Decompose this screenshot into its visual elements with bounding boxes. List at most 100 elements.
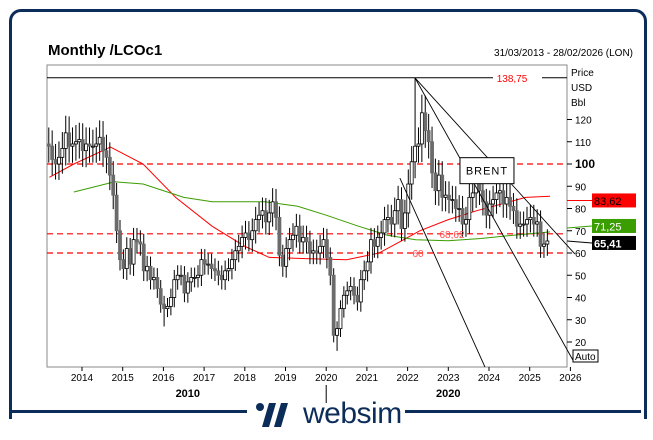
candle-up bbox=[525, 219, 529, 225]
candle-up bbox=[145, 265, 150, 272]
candle-down bbox=[114, 194, 119, 232]
candle-down bbox=[135, 239, 139, 243]
candle-up bbox=[63, 132, 68, 149]
y-tick-label: 50 bbox=[575, 271, 587, 282]
candle-down bbox=[202, 259, 207, 265]
candle-up bbox=[131, 239, 136, 265]
candle-up bbox=[196, 274, 200, 278]
last-price-value-box bbox=[592, 235, 636, 250]
candle-down bbox=[447, 194, 451, 200]
x-tick-label: 2025 bbox=[519, 373, 542, 384]
candle-down bbox=[433, 172, 438, 192]
candle-up bbox=[206, 263, 211, 266]
candle-up bbox=[545, 240, 550, 245]
green-ma-value-leader bbox=[566, 225, 593, 229]
candle-up bbox=[375, 237, 380, 247]
candle-down bbox=[430, 141, 434, 174]
candle-up bbox=[189, 277, 194, 283]
candle-down bbox=[314, 250, 319, 254]
candle-up bbox=[436, 174, 441, 192]
green-ma-value-box bbox=[592, 218, 636, 233]
candle-down bbox=[308, 241, 312, 254]
candle-up bbox=[396, 199, 401, 212]
candle-down bbox=[372, 239, 377, 247]
candle-down bbox=[182, 274, 187, 294]
candle-down bbox=[460, 208, 465, 225]
candle-up bbox=[226, 268, 231, 272]
candle-down bbox=[121, 259, 126, 269]
candle-down bbox=[162, 303, 166, 310]
decade-label: 2010 bbox=[176, 388, 200, 400]
candle-down bbox=[138, 241, 143, 245]
scale-mode-label: Auto bbox=[575, 352, 596, 363]
x-tick-label: 2014 bbox=[71, 373, 94, 384]
candle-up bbox=[165, 305, 170, 310]
candle-down bbox=[440, 174, 445, 198]
candle-down bbox=[246, 232, 251, 241]
scale-mode-button bbox=[572, 349, 599, 363]
candle-up bbox=[528, 216, 533, 221]
candle-up bbox=[467, 196, 472, 221]
candle-down bbox=[46, 143, 51, 147]
green-ma-value: 71,25 bbox=[594, 221, 622, 233]
candle-down bbox=[331, 274, 336, 336]
candle-up bbox=[457, 208, 462, 210]
candle-up bbox=[57, 156, 61, 165]
trendline bbox=[399, 177, 486, 368]
red-ma-value: 83,62 bbox=[594, 196, 622, 208]
red-ma-value-box bbox=[592, 193, 636, 208]
candle-up bbox=[77, 139, 82, 143]
candle-down bbox=[304, 237, 309, 243]
candle-up bbox=[321, 239, 326, 247]
x-tick-label: 2015 bbox=[112, 373, 135, 384]
y-tick-label: 100 bbox=[575, 157, 595, 171]
annotation-label: BRENT bbox=[466, 166, 508, 178]
candle-up bbox=[338, 308, 343, 330]
candle-down bbox=[501, 190, 506, 205]
unit-label: Price bbox=[571, 68, 594, 79]
frame-line-right bbox=[405, 410, 641, 413]
candle-down bbox=[104, 150, 109, 158]
y-tick-label: 90 bbox=[575, 182, 587, 193]
candle-up bbox=[74, 141, 78, 145]
candle-up bbox=[443, 194, 448, 198]
candle-up bbox=[70, 143, 75, 147]
candle-up bbox=[358, 279, 363, 303]
candle-up bbox=[192, 277, 197, 279]
candle-up bbox=[318, 245, 323, 254]
candle-up bbox=[413, 145, 417, 163]
x-tick-label: 2026 bbox=[559, 373, 582, 384]
frame-line-left bbox=[9, 410, 247, 413]
candle-down bbox=[328, 257, 333, 276]
candle-down bbox=[263, 210, 268, 223]
candle-up bbox=[291, 234, 295, 241]
candle-up bbox=[260, 210, 265, 216]
unit-label: Bbl bbox=[571, 98, 585, 109]
candle-down bbox=[274, 201, 278, 218]
websim-wordmark: websim bbox=[303, 397, 402, 430]
candle-up bbox=[230, 259, 234, 269]
x-tick-label: 2024 bbox=[478, 373, 501, 384]
candle-down bbox=[511, 205, 516, 212]
candle-down bbox=[111, 174, 116, 196]
candle-up bbox=[535, 221, 540, 225]
candle-down bbox=[155, 277, 160, 290]
candle-up bbox=[409, 161, 414, 185]
candle-up bbox=[497, 190, 502, 194]
candle-up bbox=[494, 192, 499, 201]
candle-up bbox=[341, 294, 346, 310]
plot-area bbox=[46, 64, 568, 368]
candle-down bbox=[426, 130, 431, 143]
candle-up bbox=[284, 248, 289, 267]
y-tick-label: 120 bbox=[575, 116, 592, 127]
candle-down bbox=[213, 268, 217, 272]
candle-up bbox=[491, 199, 495, 205]
candle-up bbox=[84, 143, 88, 152]
candle-down bbox=[141, 243, 146, 272]
y-tick-label: 70 bbox=[575, 227, 587, 238]
chart-title: Monthly /LCOc1 bbox=[48, 42, 163, 59]
candle-up bbox=[199, 259, 204, 276]
level-label: 60 bbox=[412, 249, 424, 260]
candle-down bbox=[128, 248, 133, 265]
